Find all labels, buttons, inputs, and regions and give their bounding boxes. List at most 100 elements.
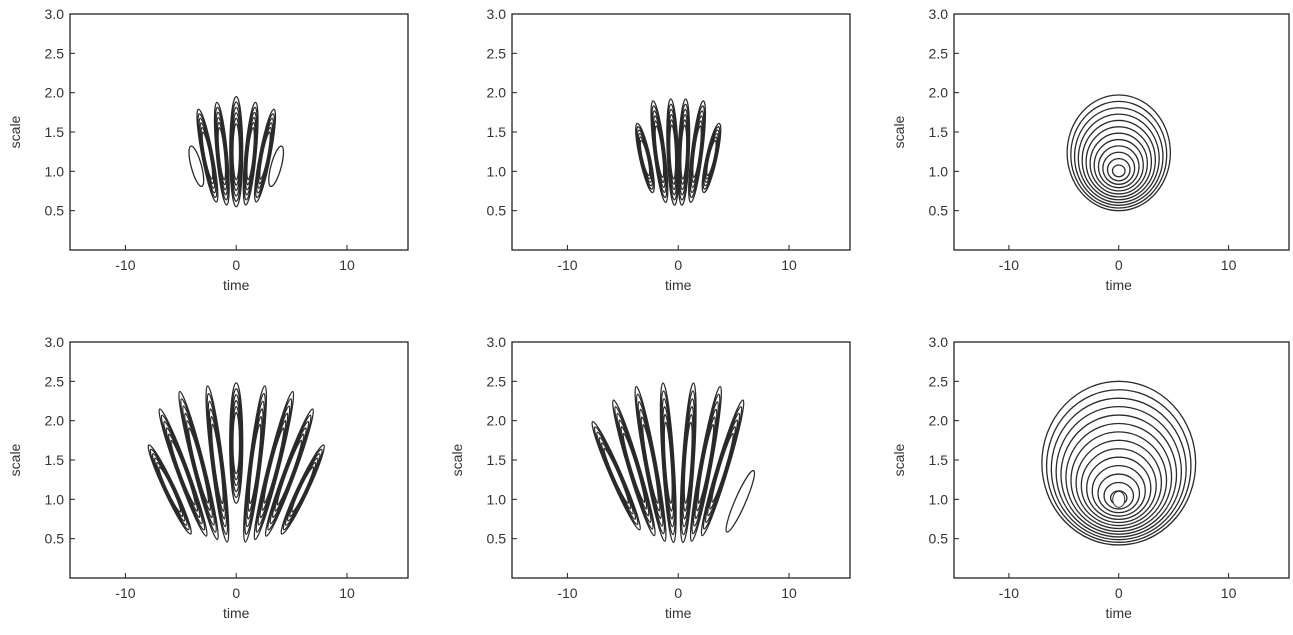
contour-group <box>1041 380 1197 546</box>
contour-line <box>1066 94 1172 212</box>
x-axis-label: time <box>1106 277 1133 293</box>
contour-peak <box>1112 490 1126 508</box>
y-axis-label: scale <box>891 115 907 148</box>
y-tick-label: 2.5 <box>929 45 949 61</box>
contour-line <box>291 466 315 513</box>
contour-line <box>1073 107 1164 206</box>
contour-line <box>1111 164 1126 178</box>
contour-line <box>1093 138 1144 192</box>
x-tick-label: 0 <box>674 585 682 601</box>
contour-group <box>635 98 722 206</box>
y-tick-label: 2.0 <box>929 413 949 429</box>
contour-line <box>1065 422 1173 533</box>
y-tick-label: 3.0 <box>487 334 507 350</box>
contour-line <box>622 432 646 503</box>
contour-line <box>1075 439 1163 527</box>
x-tick-label: -10 <box>999 585 1019 601</box>
contour-line <box>1085 126 1153 198</box>
panel-top-left: 0.5 1.0 1.5 2.0 2.5 3.0 -10 0 10 time scale <box>7 6 409 293</box>
x-tick-label: 10 <box>1221 257 1237 273</box>
y-tick-label: 1.5 <box>487 452 507 468</box>
y-tick-label: 1.5 <box>929 124 949 140</box>
y-tick-label: 1.0 <box>45 163 65 179</box>
y-tick-label: 2.5 <box>45 45 65 61</box>
contour-line <box>706 139 717 177</box>
x-tick-label: -10 <box>115 585 135 601</box>
contour-line <box>642 424 660 504</box>
contour-line <box>1070 431 1168 530</box>
y-tick-label: 2.5 <box>487 45 507 61</box>
y-tick-label: 2.5 <box>45 373 65 389</box>
contour-line <box>1103 481 1135 510</box>
y-tick-label: 0.5 <box>929 531 949 547</box>
contour-line <box>210 423 224 505</box>
contour-line <box>1070 100 1168 209</box>
y-tick-label: 2.5 <box>487 373 507 389</box>
y-tick-label: 1.5 <box>45 452 65 468</box>
x-axis-label: time <box>665 277 692 293</box>
contour-line <box>640 416 661 512</box>
y-tick-label: 1.0 <box>929 163 949 179</box>
y-tick-label: 3.0 <box>45 6 65 22</box>
contour-line <box>1060 414 1178 535</box>
y-tick-label: 2.0 <box>487 85 507 101</box>
contour-line <box>232 411 241 475</box>
y-tick-label: 1.5 <box>45 124 65 140</box>
y-tick-label: 2.5 <box>929 373 949 389</box>
y-tick-label: 3.0 <box>929 334 949 350</box>
contour-line <box>201 131 214 180</box>
y-tick-label: 2.0 <box>45 413 65 429</box>
x-tick-label: -10 <box>557 257 577 273</box>
panel-bottom-middle: 0.5 1.0 1.5 2.0 2.5 3.0 -10 0 10 time scale <box>449 334 851 621</box>
x-tick-label: 0 <box>232 585 240 601</box>
contour-line <box>663 421 673 504</box>
contour-group <box>188 95 285 208</box>
contour-line <box>170 439 196 506</box>
contour-group <box>1066 94 1172 212</box>
y-tick-label: 3.0 <box>45 334 65 350</box>
y-tick-label: 3.0 <box>487 6 507 22</box>
panel-bottom-left: 0.5 1.0 1.5 2.0 2.5 3.0 -10 0 10 time scale <box>7 334 409 621</box>
contour-line <box>187 427 210 504</box>
y-tick-label: 1.5 <box>929 452 949 468</box>
contour-line <box>1050 397 1187 541</box>
contour-line <box>1041 380 1197 546</box>
contour-line <box>259 131 271 180</box>
contour-line <box>1102 151 1136 185</box>
x-axis-label: time <box>665 605 692 621</box>
contour-line <box>1106 157 1131 182</box>
y-tick-label: 1.0 <box>487 491 507 507</box>
y-tick-label: 1.0 <box>929 491 949 507</box>
contour-line <box>692 125 702 179</box>
contour-line <box>1081 119 1156 201</box>
y-axis-label: scale <box>7 443 23 476</box>
contour-line <box>243 385 268 543</box>
x-tick-label: 10 <box>1221 585 1237 601</box>
y-tick-label: 0.5 <box>45 203 65 219</box>
contour-line <box>217 126 227 181</box>
y-tick-label: 1.0 <box>487 163 507 179</box>
x-axis-label: time <box>1106 605 1133 621</box>
x-tick-label: 10 <box>781 257 797 273</box>
x-tick-label: 10 <box>339 257 355 273</box>
contour-line <box>697 424 715 504</box>
y-axis-label: scale <box>891 443 907 476</box>
contour-line <box>1097 145 1140 189</box>
y-tick-label: 3.0 <box>929 6 949 22</box>
plot-frame <box>953 13 1290 251</box>
contour-line <box>680 124 688 180</box>
x-tick-label: 10 <box>781 585 797 601</box>
y-axis-label: scale <box>449 443 465 476</box>
contour-line <box>248 423 262 505</box>
contour-line <box>1091 464 1146 517</box>
y-tick-label: 2.0 <box>45 85 65 101</box>
plot-frame <box>511 341 851 579</box>
contour-line <box>711 432 734 503</box>
x-axis-label: time <box>223 277 250 293</box>
y-tick-label: 0.5 <box>45 531 65 547</box>
y-tick-label: 2.0 <box>929 85 949 101</box>
contour-group <box>147 382 325 543</box>
panel-bottom-right: 0.5 1.0 1.5 2.0 2.5 3.0 -10 0 10 time scale <box>891 334 1290 621</box>
contour-line <box>188 145 205 188</box>
contour-line <box>695 416 716 512</box>
